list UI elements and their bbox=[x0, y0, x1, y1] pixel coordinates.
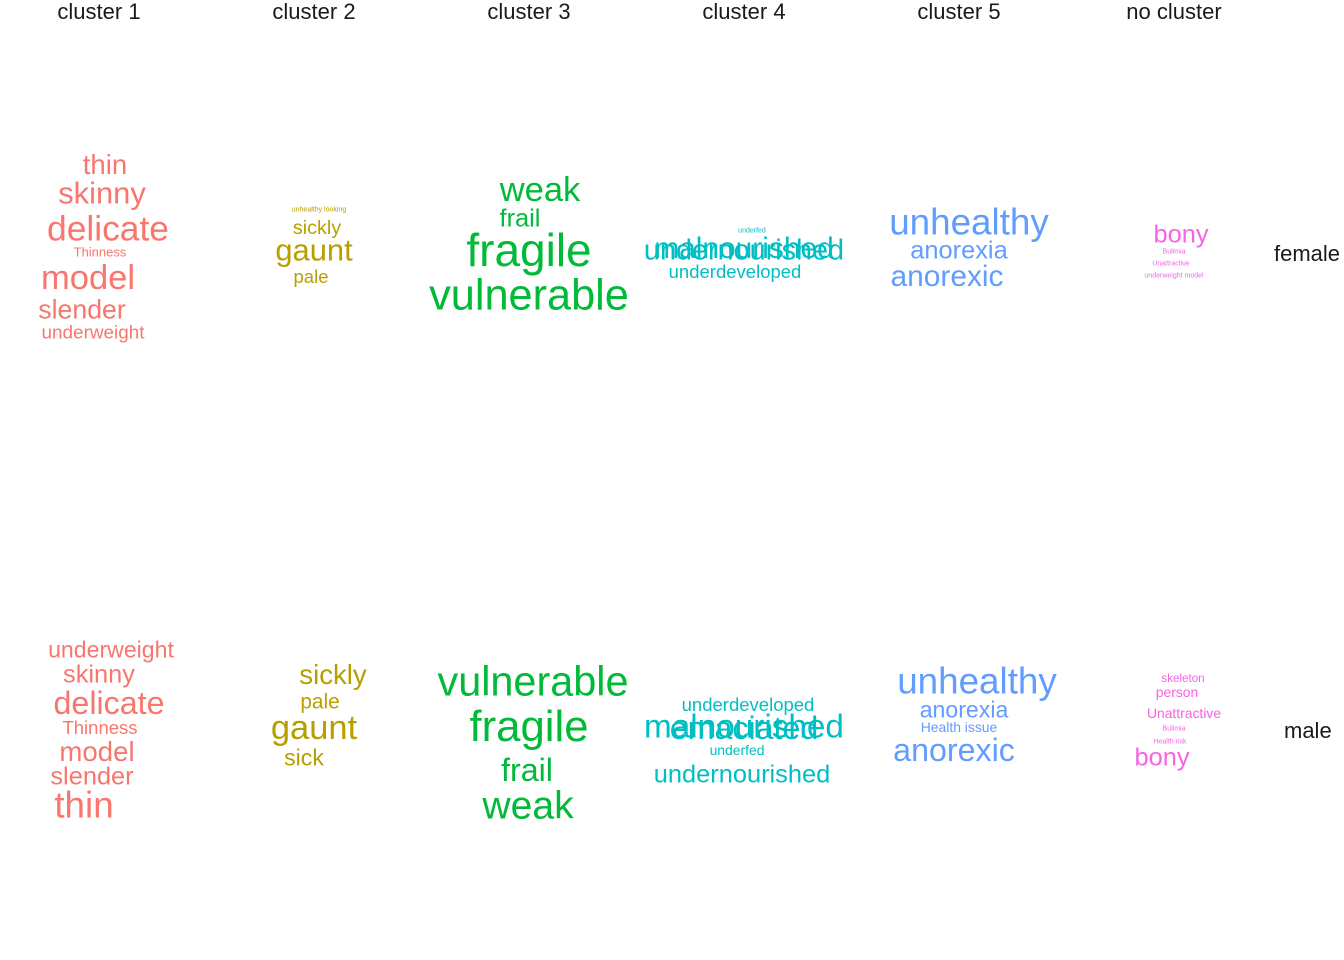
panel-male-cluster-4: underdeveloped malnourished emaciated under… bbox=[644, 620, 844, 840]
panel-female-cluster-2: unhealthy looking sickly gaunt pale bbox=[214, 140, 414, 360]
panel-male-cluster-1: underweight skinny delicate Thinness model sl… bbox=[0, 620, 199, 840]
word-thinness: Thinness bbox=[73, 244, 127, 260]
word-malnourished: malnourished bbox=[654, 232, 834, 266]
word-anorexia: anorexia bbox=[919, 696, 1009, 723]
panel-female-cluster-5: unhealthy anorexia anorexic bbox=[859, 140, 1059, 360]
word-underfed: underfed bbox=[709, 742, 765, 759]
word-person: person bbox=[1155, 684, 1199, 701]
word-frail: frail bbox=[501, 751, 553, 788]
panel-male-no-cluster: skeleton person Unattractive Bulimia Health … bbox=[1074, 620, 1274, 840]
word-unattractive: Unattractive bbox=[1152, 260, 1190, 268]
word-undernourished: undernourished bbox=[643, 234, 845, 267]
word-weak: weak bbox=[499, 170, 581, 209]
word-gaunt: gaunt bbox=[270, 708, 358, 747]
column-header-no-cluster: no cluster bbox=[1126, 0, 1222, 24]
word-pale: pale bbox=[300, 690, 340, 714]
word-bulimia: Bulimia bbox=[1162, 725, 1186, 733]
word-unhealthy: unhealthy bbox=[897, 660, 1057, 702]
word-unattractive: Unattractive bbox=[1146, 705, 1222, 722]
word-fragile: fragile bbox=[469, 702, 589, 752]
word-bony: bony bbox=[1153, 220, 1209, 249]
word-thinness: Thinness bbox=[62, 716, 138, 738]
word-frail: frail bbox=[499, 204, 541, 233]
word-pale: pale bbox=[293, 265, 329, 287]
column-header-cluster-5: cluster 5 bbox=[917, 0, 1001, 24]
word-vulnerable: vulnerable bbox=[429, 271, 629, 320]
word-delicate: delicate bbox=[53, 684, 165, 721]
panel-female-cluster-4: underfed undernourished malnourished underd… bbox=[644, 140, 844, 360]
word-sick: sick bbox=[284, 744, 324, 771]
word-underdeveloped: underdeveloped bbox=[681, 693, 815, 715]
word-skeleton: skeleton bbox=[1161, 672, 1205, 686]
word-slender: slender bbox=[50, 762, 134, 791]
word-health-risk: Health risk bbox=[1153, 738, 1187, 746]
word-underfed: underfed bbox=[738, 227, 766, 235]
word-gaunt: gaunt bbox=[275, 232, 353, 268]
word-fragile: fragile bbox=[466, 224, 592, 276]
panel-male-cluster-3: vulnerable fragile frail weak bbox=[429, 620, 629, 840]
word-vulnerable: vulnerable bbox=[437, 658, 629, 705]
word-bulimia: Bulimia bbox=[1162, 248, 1186, 256]
word-skinny: skinny bbox=[58, 175, 146, 211]
row-label-male: male bbox=[1284, 718, 1332, 743]
panel-female-cluster-3: weak frail fragile vulnerable bbox=[429, 140, 629, 360]
word-underweight-model: underweight model bbox=[1144, 272, 1204, 280]
word-bony: bony bbox=[1134, 743, 1190, 772]
word-sickly: sickly bbox=[299, 659, 367, 691]
word-model: model bbox=[41, 258, 135, 297]
column-header-cluster-4: cluster 4 bbox=[702, 0, 786, 24]
word-skinny: skinny bbox=[63, 660, 135, 689]
word-model: model bbox=[59, 736, 135, 768]
word-thin: thin bbox=[54, 784, 114, 826]
word-anorexic: anorexic bbox=[893, 731, 1015, 768]
word-underdeveloped: underdeveloped bbox=[668, 260, 802, 282]
word-emaciated: emaciated bbox=[669, 709, 819, 746]
word-malnourished: malnourished bbox=[644, 708, 844, 746]
word-underweight: underweight bbox=[41, 322, 145, 344]
word-anorexia: anorexia bbox=[910, 236, 1008, 265]
column-header-cluster-1: cluster 1 bbox=[57, 0, 141, 24]
word-unhealthy: unhealthy bbox=[889, 201, 1049, 243]
column-header-cluster-2: cluster 2 bbox=[272, 0, 356, 24]
panel-female-cluster-1: thin skinny delicate Thinness model slender un… bbox=[0, 140, 199, 360]
word-health-issue: Health issue bbox=[920, 719, 998, 736]
word-anorexic: anorexic bbox=[890, 260, 1004, 294]
column-header-cluster-3: cluster 3 bbox=[487, 0, 571, 24]
word-underweight: underweight bbox=[48, 636, 174, 663]
word-unhealthy-looking: unhealthy looking bbox=[291, 206, 347, 214]
word-sickly: sickly bbox=[292, 217, 342, 240]
word-delicate: delicate bbox=[47, 208, 169, 249]
word-weak: weak bbox=[482, 784, 574, 828]
word-undernourished: undernourished bbox=[653, 760, 831, 789]
row-label-female: female bbox=[1274, 241, 1341, 266]
word-thin: thin bbox=[82, 149, 128, 181]
panel-male-cluster-5: unhealthy anorexia Health issue anorexic bbox=[859, 620, 1059, 840]
panel-female-no-cluster: bony Bulimia Unattractive underweight model bbox=[1074, 140, 1274, 360]
panel-male-cluster-2: sickly pale gaunt sick bbox=[214, 620, 414, 840]
word-slender: slender bbox=[38, 294, 126, 325]
